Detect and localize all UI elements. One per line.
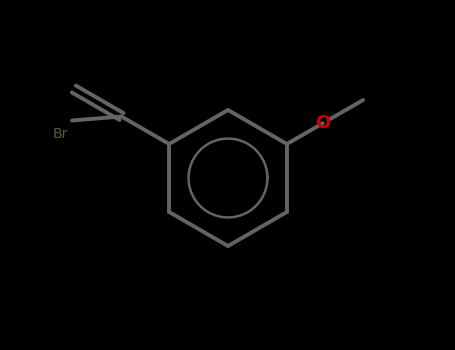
Text: O: O: [315, 114, 330, 132]
Text: Br: Br: [53, 126, 68, 140]
